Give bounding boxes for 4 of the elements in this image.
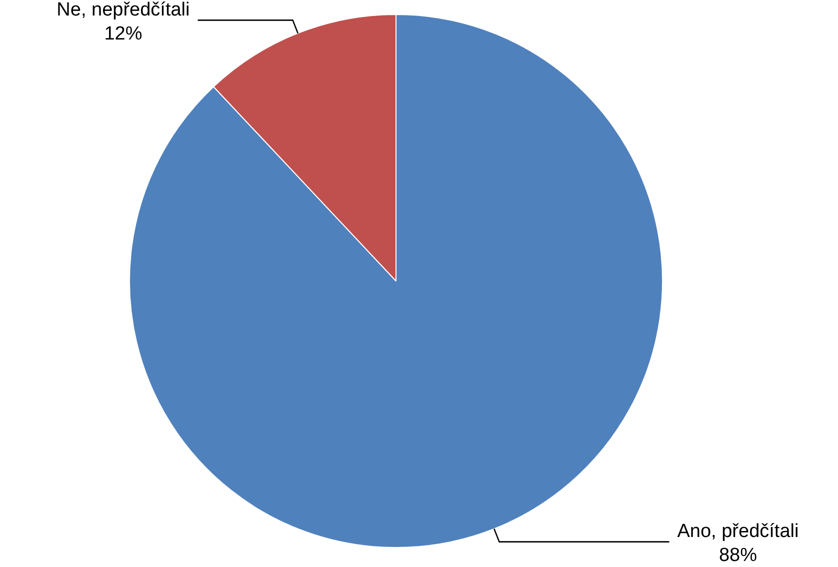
data-label: 88% xyxy=(718,545,758,566)
slice-label: Ne, nepředčítali xyxy=(56,0,190,20)
data-label: 12% xyxy=(104,23,142,44)
slice-label: Ano, předčítali xyxy=(677,521,799,542)
